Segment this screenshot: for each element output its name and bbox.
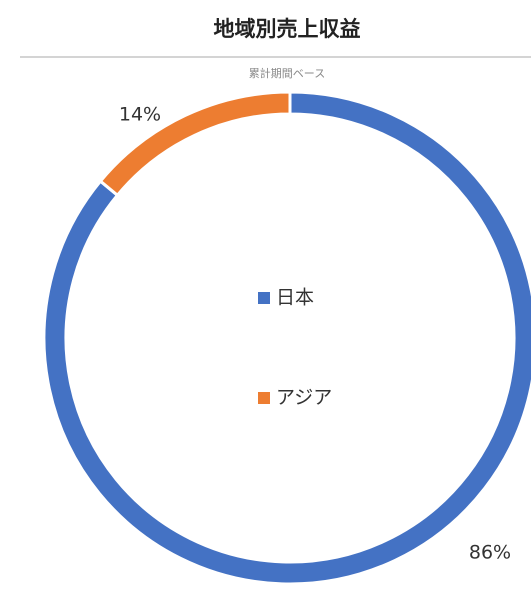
chart-subtitle: 累計期間ベース (249, 66, 325, 80)
legend-swatch (258, 292, 270, 304)
legend-label: アジア (276, 387, 332, 409)
chart-title: 地域別売上収益 (214, 17, 361, 41)
legend-label: 日本 (276, 287, 314, 309)
donut-segment (98, 90, 292, 198)
data-label: 86% (469, 542, 511, 564)
data-label: 14% (119, 104, 161, 126)
legend-swatch (258, 392, 270, 404)
